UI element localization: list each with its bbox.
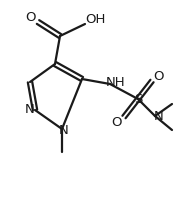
Text: N: N <box>154 110 164 122</box>
Text: NH: NH <box>106 76 126 89</box>
Text: O: O <box>25 10 35 24</box>
Text: N: N <box>59 125 69 138</box>
Text: S: S <box>134 92 142 106</box>
Text: OH: OH <box>85 12 105 25</box>
Text: N: N <box>25 103 35 116</box>
Text: O: O <box>154 70 164 83</box>
Text: O: O <box>111 116 121 128</box>
